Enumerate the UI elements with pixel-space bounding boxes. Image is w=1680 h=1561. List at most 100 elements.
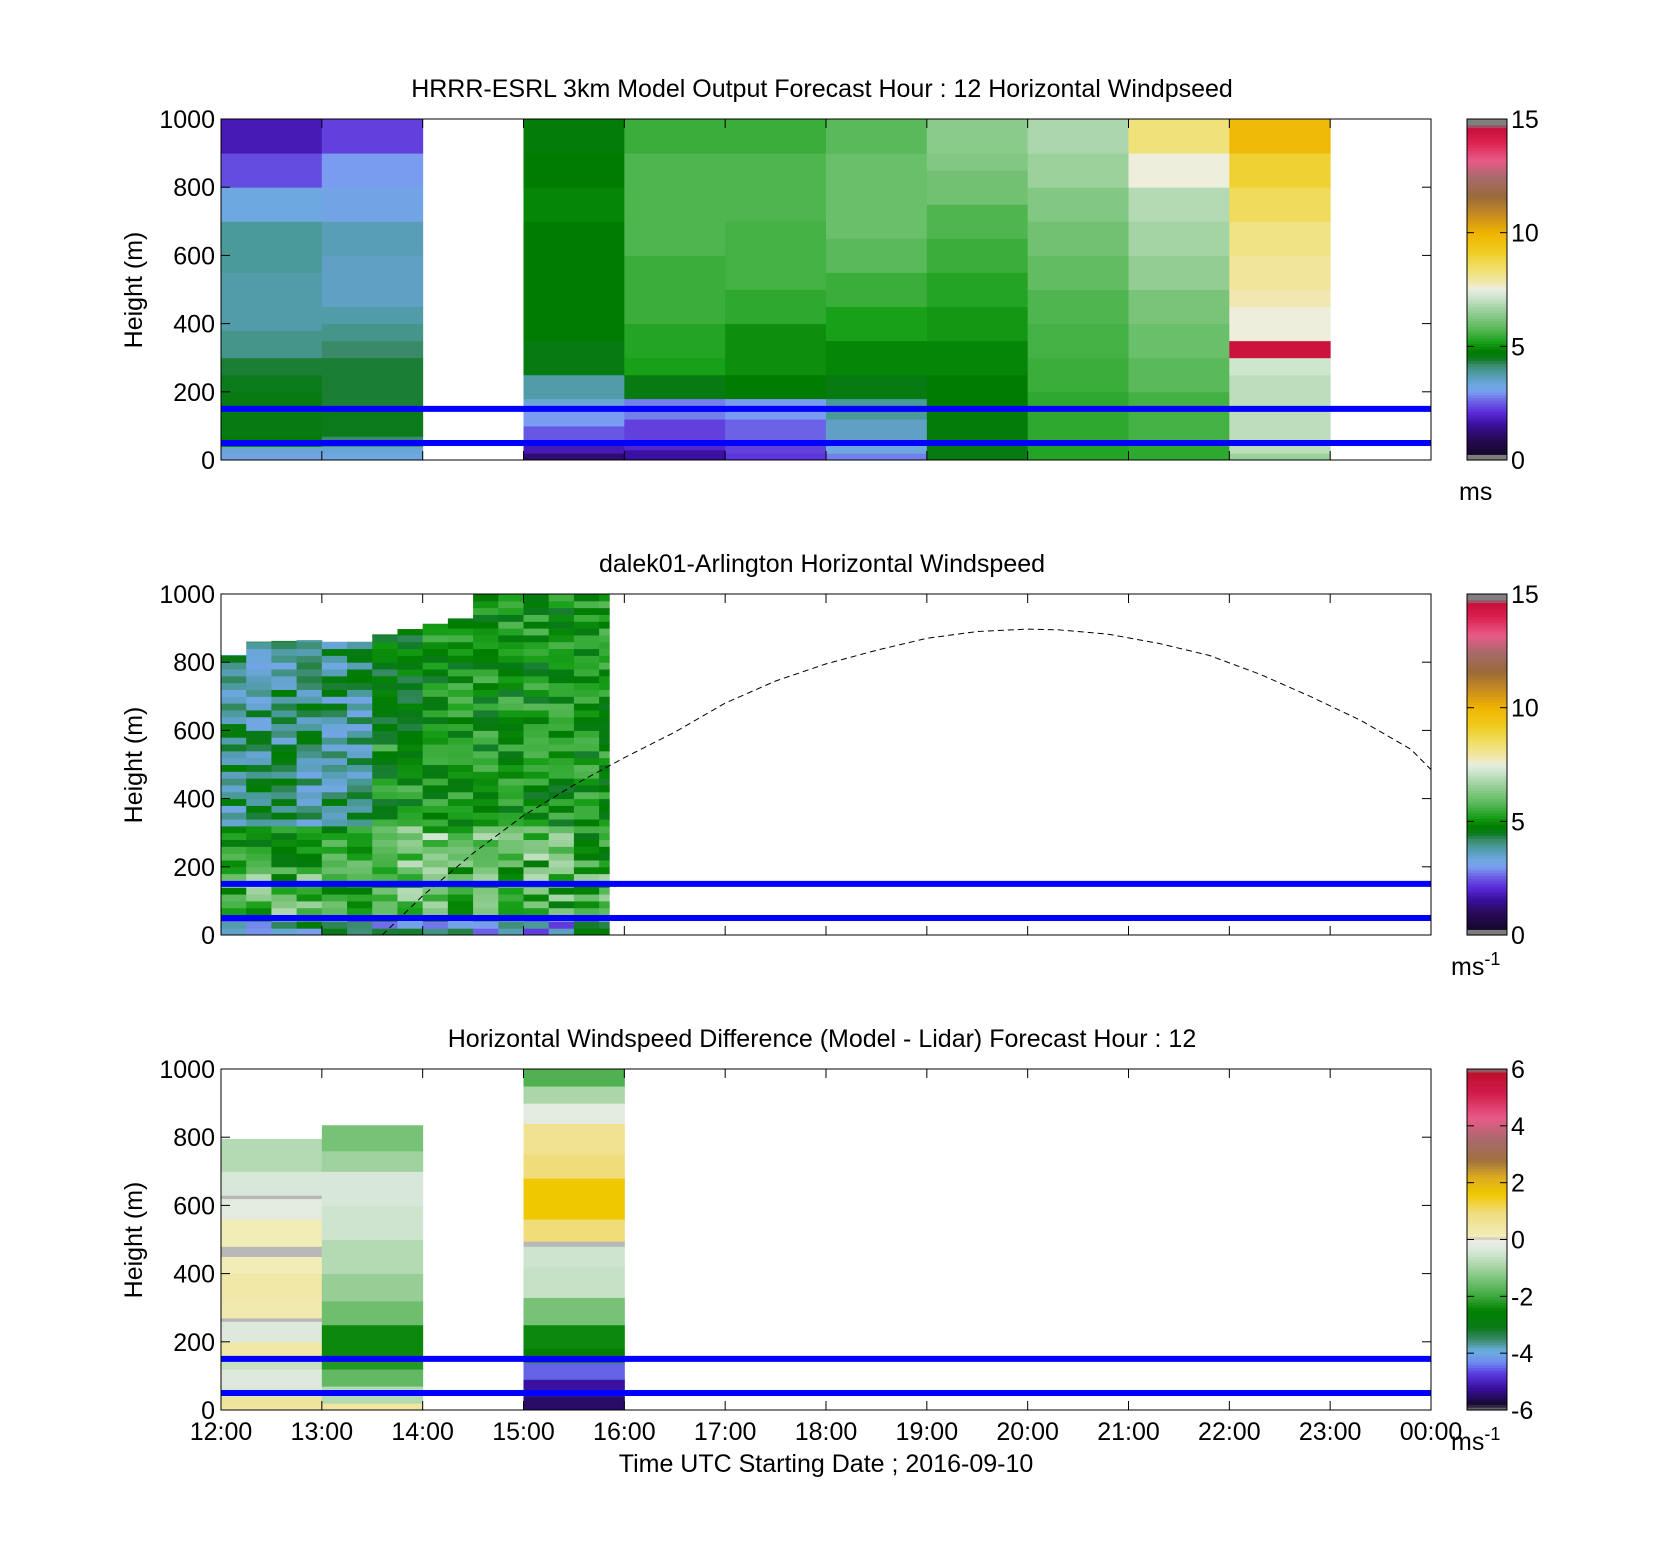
- heatmap-cell: [321, 750, 348, 759]
- heatmap-cell: [246, 757, 272, 765]
- heatmap-cell: [221, 696, 247, 704]
- heatmap-cell: [397, 805, 424, 813]
- colorbar-unit: ms: [1459, 478, 1492, 506]
- heatmap-cell: [523, 1241, 625, 1247]
- heatmap-cell: [422, 648, 449, 656]
- colorbar-swatch: [1467, 451, 1507, 455]
- heatmap-cell: [321, 709, 348, 718]
- colorbar-swatch: [1467, 903, 1507, 908]
- heatmap-cell: [498, 648, 524, 656]
- heatmap-cell: [599, 723, 610, 731]
- heatmap-cell: [447, 730, 474, 738]
- heatmap-cell: [271, 682, 298, 690]
- colorbar-swatch: [1467, 209, 1507, 214]
- colorbar-swatch: [1467, 815, 1507, 820]
- colorbar-swatch: [1467, 608, 1507, 612]
- colorbar-swatch: [1467, 1279, 1507, 1283]
- colorbar-swatch: [1467, 659, 1507, 663]
- heatmap-cell: [372, 853, 398, 861]
- heatmap-cell: [548, 709, 575, 718]
- colorbar-swatch: [1467, 792, 1507, 797]
- colorbar-swatch: [1467, 323, 1507, 328]
- colorbar-swatch: [1467, 229, 1507, 234]
- heatmap-cell: [599, 784, 610, 793]
- panel-model: HRRR-ESRL 3km Model Output Forecast Hour…: [120, 75, 1539, 506]
- colorbar-swatch: [1467, 1384, 1507, 1388]
- colorbar-swatch: [1467, 386, 1507, 390]
- colorbar-swatch: [1467, 158, 1507, 163]
- heatmap-cell: [523, 709, 550, 718]
- heatmap-cell: [397, 655, 424, 663]
- heatmap-cell: [447, 887, 474, 895]
- heatmap-cell: [271, 703, 298, 711]
- heatmap-cell: [725, 255, 827, 290]
- colorbar-swatch: [1467, 1077, 1507, 1081]
- heatmap-cell: [397, 866, 424, 875]
- x-tick-label: 00:00: [1400, 1418, 1463, 1446]
- heatmap-cell: [321, 446, 424, 454]
- heatmap-cell: [246, 703, 272, 711]
- heatmap-cell: [573, 662, 600, 670]
- colorbar-swatch: [1467, 881, 1507, 885]
- heatmap-cell: [221, 1369, 323, 1387]
- colorbar-swatch: [1467, 408, 1507, 413]
- heatmap-cell: [573, 791, 600, 800]
- colorbar-swatch: [1467, 738, 1507, 743]
- colorbar-swatch: [1467, 153, 1507, 157]
- colorbar-swatch: [1467, 249, 1507, 254]
- colorbar-swatch: [1467, 1256, 1507, 1260]
- colorbar-swatch: [1467, 144, 1507, 149]
- colorbar-swatch: [1467, 1287, 1507, 1292]
- heatmap-cell: [523, 907, 550, 916]
- heatmap-cell: [321, 703, 348, 711]
- colorbar-swatch: [1467, 682, 1507, 686]
- colorbar-swatch: [1467, 312, 1507, 316]
- heatmap-cell: [599, 921, 610, 929]
- colorbar-swatch: [1467, 900, 1507, 905]
- heatmap-cell: [447, 750, 474, 759]
- colorbar-swatch: [1467, 1321, 1507, 1326]
- heatmap-cell: [548, 703, 575, 711]
- heatmap-cell: [372, 723, 398, 731]
- colorbar-swatch: [1467, 1313, 1507, 1317]
- heatmap-cell: [523, 716, 550, 725]
- heatmap-cell: [296, 805, 323, 813]
- colorbar-swatch: [1467, 286, 1507, 291]
- heatmap-cell: [447, 737, 474, 745]
- colorbar-swatch: [1467, 363, 1507, 367]
- colorbar-swatch: [1467, 1242, 1507, 1246]
- colorbar-swatch: [1467, 1111, 1507, 1116]
- heatmap-cell: [523, 408, 625, 427]
- heatmap-cell: [397, 819, 424, 827]
- heatmap-cell: [573, 866, 600, 875]
- heatmap-cell: [372, 873, 398, 881]
- heatmap-cell: [548, 873, 575, 881]
- heatmap-cell: [321, 928, 348, 936]
- y-axis-label: Height (m): [120, 232, 148, 349]
- colorbar-swatch: [1467, 628, 1507, 632]
- heatmap-cell: [473, 696, 499, 704]
- x-axis-label: Time UTC Starting Date ; 2016-09-10: [619, 1450, 1034, 1478]
- heatmap-cell: [221, 866, 247, 875]
- y-tick-label: 1000: [159, 106, 215, 134]
- colorbar-swatch: [1467, 844, 1507, 848]
- heatmap-cell: [271, 928, 298, 936]
- heatmap-cell: [422, 709, 449, 718]
- colorbar-swatch: [1467, 448, 1507, 453]
- colorbar-swatch: [1467, 1276, 1507, 1280]
- heatmap-cell: [321, 866, 348, 875]
- heatmap-cell: [725, 357, 827, 376]
- heatmap-cell: [447, 669, 474, 677]
- colorbar-swatch: [1467, 687, 1507, 692]
- colorbar-swatch: [1467, 707, 1507, 712]
- heatmap-cell: [347, 750, 373, 759]
- heatmap-cell: [372, 921, 398, 929]
- heatmap-cell: [221, 805, 247, 813]
- colorbar-swatch: [1467, 898, 1507, 902]
- heatmap-cell: [548, 723, 575, 731]
- colorbar-swatch: [1467, 863, 1507, 868]
- heatmap-cell: [599, 744, 610, 752]
- heatmap-cell: [221, 730, 247, 738]
- heatmap-cell: [347, 641, 373, 650]
- heatmap-cell: [271, 907, 298, 916]
